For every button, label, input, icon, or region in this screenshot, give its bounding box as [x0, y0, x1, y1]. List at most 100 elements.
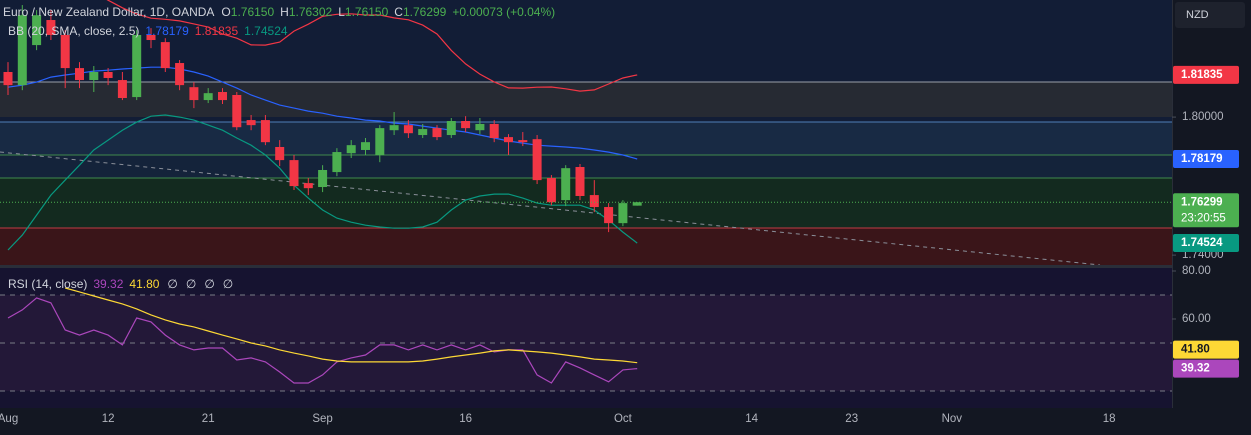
- x-tick-label: 18: [1103, 413, 1116, 425]
- candle-body: [604, 207, 614, 224]
- candle-body: [89, 72, 99, 81]
- candle-body: [275, 146, 285, 161]
- x-tick-label: 23: [845, 413, 858, 425]
- candle-body: [246, 120, 256, 126]
- candle-body: [346, 145, 356, 154]
- axes: 1.80000 1.74000 60.00 80.00 Aug 12 21 Sep 16 Oct 1…: [0, 65, 1239, 425]
- rsi-band-fill: [0, 294, 1172, 391]
- price-badge: [1173, 359, 1239, 378]
- indicator-value: 1.81835: [195, 24, 239, 38]
- candle-body: [418, 129, 428, 136]
- ohlc-value: 1.76302: [289, 5, 333, 19]
- x-tick-label: Sep: [312, 413, 332, 425]
- candle-body: [146, 34, 156, 41]
- price-badge-label: 1.78179: [1181, 153, 1223, 165]
- candle-body: [203, 93, 213, 101]
- x-tick-label: 12: [102, 413, 115, 425]
- trend-line: [0, 151, 1101, 266]
- rsi-value: 41.80: [129, 277, 159, 291]
- main-plot: [0, 0, 1172, 251]
- x-tick-label: 14: [745, 413, 758, 425]
- price-badge: [1173, 340, 1239, 359]
- rsi-value: 39.32: [93, 277, 123, 291]
- price-badge: [1173, 65, 1239, 84]
- x-tick-label: 16: [459, 413, 472, 425]
- legend: Euro / New Zealand Dollar, 1D, OANDA O1.7…: [3, 5, 555, 291]
- candle-body: [618, 203, 628, 224]
- candle-body: [561, 168, 571, 201]
- rsi-plot: [0, 287, 1172, 392]
- symbol-title: Euro / New Zealand Dollar, 1D, OANDA: [3, 5, 214, 19]
- rsi-placeholder: ∅: [204, 277, 214, 291]
- zone: [0, 178, 1172, 228]
- band-line: [106, 0, 638, 92]
- candle-body: [518, 140, 528, 143]
- countdown: 23:20:55: [1181, 212, 1226, 224]
- candle-body: [218, 92, 227, 101]
- price-badge: [1173, 234, 1239, 253]
- ohlc-key: L: [338, 5, 345, 19]
- candle-body: [3, 72, 13, 86]
- candle-body: [432, 128, 442, 138]
- candle-body: [532, 139, 542, 181]
- change: +0.00073 (+0.04%): [452, 5, 555, 19]
- band-line: [7, 114, 638, 251]
- rsi-placeholder: ∅: [223, 277, 233, 291]
- x-tick-label: Nov: [942, 413, 963, 425]
- candle-body: [46, 20, 56, 35]
- candle-body: [303, 183, 313, 189]
- candle-body: [189, 87, 199, 101]
- indicator-value: 1.78179: [145, 24, 189, 38]
- candle-body: [589, 195, 599, 208]
- candle-body: [232, 95, 242, 128]
- candle-body: [475, 123, 485, 131]
- candle-body: [160, 42, 170, 69]
- price-badge-label: 1.76299: [1181, 196, 1223, 208]
- y-tick-label: 1.80000: [1182, 111, 1224, 123]
- price-badge-label: 41.80: [1181, 344, 1210, 356]
- zone: [0, 228, 1172, 265]
- currency-button[interactable]: [1175, 2, 1245, 28]
- zone: [0, 155, 1172, 178]
- candle-body: [632, 202, 642, 206]
- ohlc-value: 1.76150: [231, 5, 275, 19]
- band-line: [7, 66, 638, 160]
- zone: [0, 82, 1172, 117]
- zone: [0, 122, 1172, 155]
- candle-body: [103, 72, 113, 78]
- zone-lines: [0, 81, 1172, 266]
- candle-body: [75, 68, 84, 81]
- candle-body: [361, 142, 370, 150]
- price-badge: [1173, 149, 1239, 168]
- title-legend: Euro / New Zealand Dollar, 1D, OANDA O1.7…: [3, 5, 555, 19]
- ohlc-key: O: [221, 5, 230, 19]
- price-badge: [1173, 193, 1239, 228]
- ohlc-value: 1.76299: [403, 5, 447, 19]
- candle-body: [403, 125, 413, 134]
- candle-body: [60, 34, 70, 69]
- rsi-line: [65, 287, 638, 364]
- candle-body: [289, 160, 299, 187]
- ohlc-key: H: [280, 5, 289, 19]
- ohlc-value: 1.76150: [345, 5, 389, 19]
- rsi-legend: RSI (14, close) 39.32 41.80 ∅ ∅ ∅ ∅: [8, 277, 233, 291]
- indicator-name: BB (20, SMA, close, 2.5): [8, 24, 139, 38]
- y-tick-label: 1.74000: [1182, 249, 1224, 261]
- candle-body: [332, 152, 342, 173]
- x-axis-bg: [0, 408, 1251, 435]
- candle-body: [375, 128, 385, 156]
- candle-body: [446, 120, 456, 136]
- indicator-value: 1.74524: [244, 24, 288, 38]
- rsi-placeholder: ∅: [186, 277, 196, 291]
- candle-body: [575, 167, 585, 196]
- candle-body: [132, 34, 142, 98]
- price-badge-label: 1.81835: [1181, 69, 1223, 81]
- rsi-placeholder: ∅: [167, 277, 177, 291]
- ohlc-key: C: [394, 5, 403, 19]
- candle-body: [546, 178, 556, 203]
- candle-body: [32, 15, 42, 46]
- candle-body: [17, 15, 27, 86]
- currency[interactable]: NZD: [1186, 9, 1209, 21]
- candle-body: [389, 125, 399, 131]
